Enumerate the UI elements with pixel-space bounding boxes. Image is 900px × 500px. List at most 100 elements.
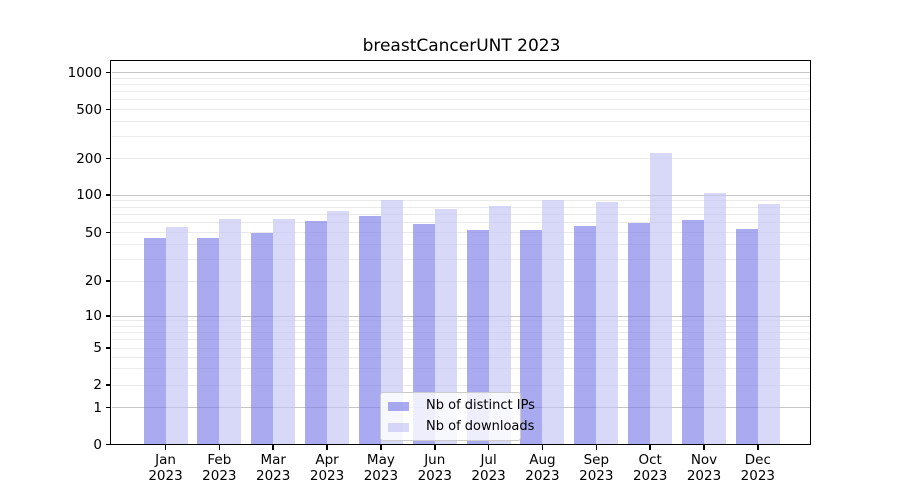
chart-title: breastCancerUNT 2023 — [362, 36, 561, 56]
x-tick — [703, 444, 705, 450]
minor-gridline — [112, 280, 811, 282]
bar-downloads — [542, 199, 565, 445]
x-tick-label-month: Mar — [260, 452, 286, 468]
minor-gridline — [112, 213, 811, 215]
legend-row: Nb of downloads — [388, 419, 534, 435]
x-tick-label-year: 2023 — [148, 468, 183, 484]
legend-label: Nb of downloads — [426, 419, 535, 434]
minor-gridline — [112, 136, 811, 138]
legend-swatch-downloads — [388, 422, 409, 432]
bar-downloads — [273, 219, 296, 445]
bar-downloads — [757, 203, 780, 445]
bar-downloads — [650, 153, 673, 445]
major-gridline — [112, 72, 811, 73]
y-tick-label: 50 — [84, 224, 102, 241]
x-tick — [433, 444, 436, 450]
y-tick — [106, 443, 111, 446]
y-tick — [106, 280, 111, 282]
x-tick-label-month: Jun — [424, 452, 446, 468]
minor-gridline — [112, 91, 811, 93]
y-tick — [106, 347, 111, 349]
bar-distinct-ips — [305, 220, 328, 445]
x-tick-label-month: Jan — [155, 452, 176, 468]
y-tick-label: 10 — [84, 308, 102, 324]
bar-downloads — [488, 205, 511, 445]
x-tick-label-month: Apr — [315, 452, 339, 468]
x-tick-label-year: 2023 — [632, 468, 668, 484]
bar-distinct-ips — [682, 219, 704, 445]
y-tick-label: 5 — [93, 340, 102, 356]
y-tick-label: 1 — [93, 399, 102, 416]
minor-gridline — [112, 77, 811, 79]
x-tick-label-month: Oct — [638, 452, 662, 468]
minor-gridline — [112, 356, 811, 358]
bar-downloads — [596, 201, 619, 445]
major-gridline — [112, 194, 811, 196]
x-tick — [326, 444, 328, 450]
x-tick — [380, 444, 382, 450]
y-tick — [106, 384, 111, 386]
y-tick-label: 20 — [84, 273, 102, 289]
y-tick — [106, 108, 111, 111]
minor-gridline — [112, 325, 811, 327]
x-tick — [487, 444, 490, 450]
minor-gridline — [112, 109, 811, 110]
x-tick-label-year: 2023 — [309, 468, 345, 484]
y-tick-label: 200 — [76, 150, 102, 167]
x-tick-label-month: Jul — [480, 452, 497, 468]
bar-downloads — [704, 193, 726, 445]
minor-gridline — [112, 222, 811, 224]
x-tick-label-year: 2023 — [363, 468, 399, 484]
y-tick-label: 100 — [76, 187, 102, 203]
bar-distinct-ips — [143, 238, 166, 445]
y-tick — [106, 194, 111, 196]
legend-row: Nb of distinct IPs — [388, 398, 535, 414]
minor-gridline — [112, 232, 811, 233]
y-tick-label: 1000 — [67, 64, 102, 81]
y-tick-label: 500 — [76, 101, 102, 118]
bar-distinct-ips — [358, 215, 381, 445]
y-tick — [106, 315, 111, 317]
x-tick — [272, 444, 274, 450]
x-tick-label-year: 2023 — [686, 468, 722, 484]
x-tick-label-year: 2023 — [202, 468, 237, 484]
x-tick-label-month: Dec — [744, 452, 771, 468]
bar-distinct-ips — [251, 232, 274, 445]
minor-gridline — [112, 384, 811, 386]
legend-swatch-distinct-ips — [388, 401, 409, 411]
y-tick — [106, 157, 111, 160]
y-tick-label: 2 — [93, 377, 102, 393]
x-tick-label-year: 2023 — [525, 468, 560, 484]
legend: Nb of distinct IPs Nb of downloads — [380, 392, 535, 441]
x-tick-label-year: 2023 — [579, 468, 614, 484]
y-tick — [106, 71, 111, 74]
minor-gridline — [112, 347, 811, 349]
bar-downloads — [327, 210, 350, 445]
x-tick-label-year: 2023 — [256, 468, 291, 484]
x-tick-label-year: 2023 — [471, 468, 506, 484]
y-tick — [106, 406, 111, 409]
bar-distinct-ips — [574, 226, 597, 445]
bar-downloads — [219, 219, 242, 445]
x-tick — [595, 444, 598, 450]
bar-distinct-ips — [197, 238, 220, 445]
x-tick — [649, 444, 651, 450]
x-tick — [757, 444, 759, 450]
y-tick-label: 0 — [93, 436, 102, 453]
x-tick — [218, 444, 221, 450]
minor-gridline — [112, 158, 811, 159]
y-tick — [106, 231, 111, 234]
bar-distinct-ips — [412, 224, 435, 445]
minor-gridline — [112, 120, 811, 122]
minor-gridline — [112, 339, 811, 341]
x-tick-label-month: Sep — [583, 452, 610, 468]
minor-gridline — [112, 368, 811, 370]
minor-gridline — [112, 331, 811, 333]
minor-gridline — [112, 259, 811, 261]
minor-gridline — [112, 243, 811, 245]
bar-downloads — [165, 227, 188, 445]
x-tick — [541, 444, 544, 450]
bar-downloads — [380, 199, 403, 445]
minor-gridline — [112, 99, 811, 101]
